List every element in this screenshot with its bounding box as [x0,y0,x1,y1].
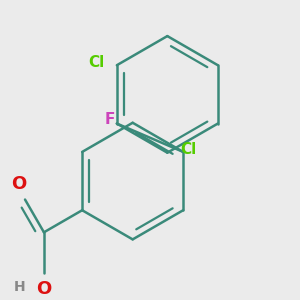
Text: Cl: Cl [180,142,196,157]
Text: H: H [14,280,25,294]
Text: O: O [36,280,52,298]
Text: F: F [105,112,115,127]
Text: O: O [11,175,26,193]
Text: Cl: Cl [88,55,104,70]
